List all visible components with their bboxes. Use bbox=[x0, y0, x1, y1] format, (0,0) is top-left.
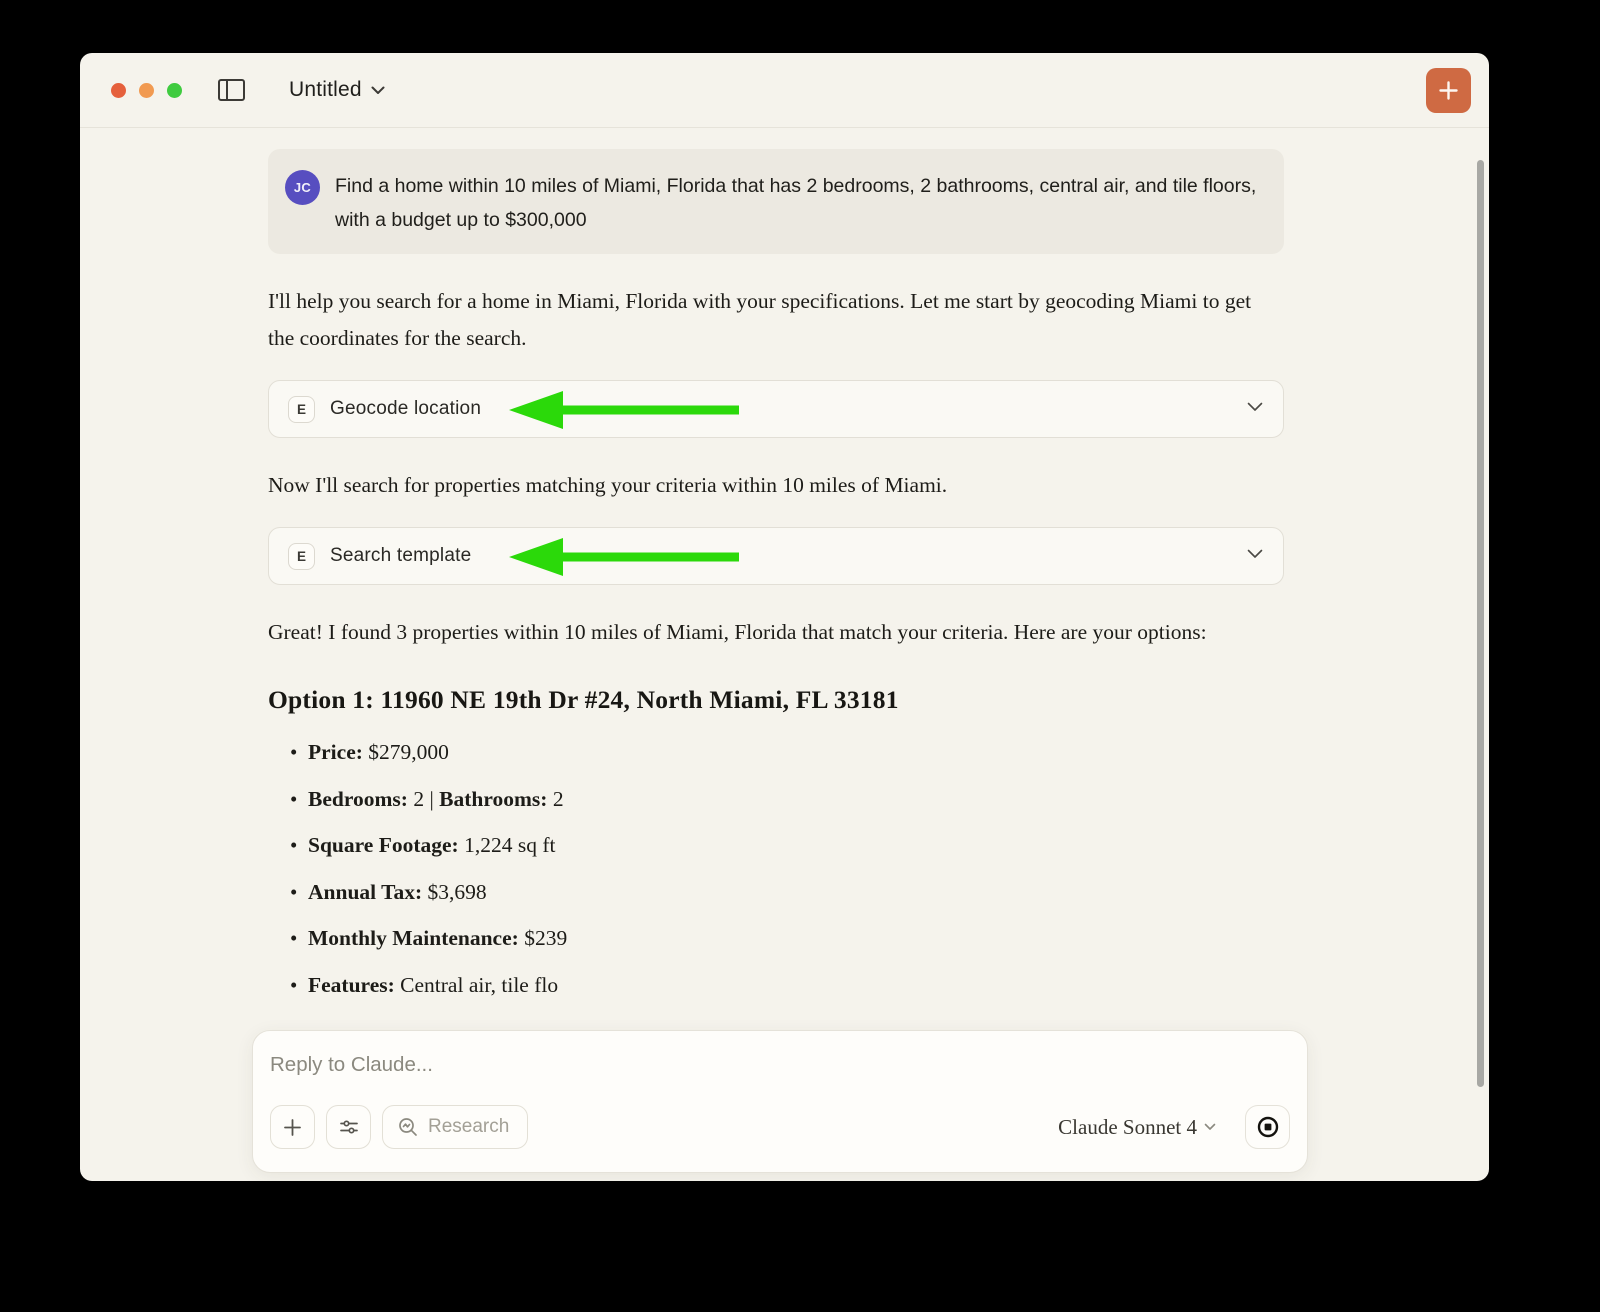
scrollbar-thumb[interactable] bbox=[1477, 160, 1484, 1087]
tool-call-geocode-location[interactable]: E Geocode location bbox=[268, 380, 1284, 438]
chevron-down-icon bbox=[1247, 402, 1263, 411]
list-item: Annual Tax: $3,698 bbox=[268, 881, 1284, 903]
stop-icon bbox=[1257, 1116, 1278, 1138]
list-item: Monthly Maintenance: $239 bbox=[268, 927, 1284, 949]
titlebar: Untitled bbox=[80, 53, 1489, 128]
stop-button[interactable] bbox=[1245, 1105, 1290, 1149]
detail-label: Bathrooms: bbox=[439, 786, 548, 811]
tools-filter-button[interactable] bbox=[326, 1105, 371, 1149]
attach-button[interactable] bbox=[270, 1105, 315, 1149]
detail-label: Monthly Maintenance: bbox=[308, 926, 519, 950]
detail-value: 2 | bbox=[407, 786, 440, 811]
page-title: Untitled bbox=[289, 78, 362, 101]
chat-column: JC Find a home within 10 miles of Miami,… bbox=[268, 128, 1284, 996]
chat-scroll-area[interactable]: JC Find a home within 10 miles of Miami,… bbox=[80, 128, 1489, 1180]
tool-label: Search template bbox=[330, 545, 472, 566]
detail-value: $239 bbox=[518, 926, 568, 950]
chevron-down-icon bbox=[1204, 1123, 1216, 1130]
zoom-button[interactable] bbox=[167, 82, 182, 98]
detail-label: Annual Tax: bbox=[308, 879, 423, 904]
conversation-title-menu[interactable]: Untitled bbox=[289, 78, 385, 102]
plus-icon bbox=[1439, 81, 1458, 100]
close-button[interactable] bbox=[111, 82, 126, 98]
annotation-arrow-1 bbox=[509, 391, 739, 429]
tool-badge-icon: E bbox=[288, 542, 315, 570]
minimize-button[interactable] bbox=[139, 82, 154, 98]
tool-label: Geocode location bbox=[330, 398, 482, 419]
claude-app-window: Untitled JC Find a home within 10 miles … bbox=[80, 53, 1489, 1181]
user-message: JC Find a home within 10 miles of Miami,… bbox=[268, 149, 1284, 254]
traffic-lights bbox=[111, 82, 182, 98]
research-icon bbox=[399, 1118, 417, 1136]
detail-label: Bedrooms: bbox=[308, 786, 408, 811]
list-item: Features: Central air, tile flo bbox=[268, 974, 1284, 996]
detail-value: 2 bbox=[547, 786, 564, 811]
chevron-down-icon bbox=[371, 86, 385, 94]
detail-value: $3,698 bbox=[422, 879, 487, 904]
composer-toolbar: Research Claude Sonnet 4 bbox=[270, 1105, 1290, 1149]
model-label: Claude Sonnet 4 bbox=[1058, 1114, 1197, 1139]
user-message-text: Find a home within 10 miles of Miami, Fl… bbox=[335, 175, 1257, 231]
sliders-icon bbox=[339, 1120, 358, 1134]
assistant-paragraph-2: Now I'll search for properties matching … bbox=[268, 473, 948, 497]
detail-value: Central air, tile flo bbox=[394, 972, 559, 997]
detail-label: Price: bbox=[308, 740, 363, 764]
sidebar-toggle-icon[interactable] bbox=[218, 79, 245, 101]
option-1-heading: Option 1: 11960 NE 19th Dr #24, North Mi… bbox=[268, 685, 899, 714]
research-button[interactable]: Research bbox=[382, 1105, 529, 1149]
reply-composer: Research Claude Sonnet 4 bbox=[252, 1030, 1308, 1173]
tool-call-search-template[interactable]: E Search template bbox=[268, 527, 1284, 585]
detail-value: $279,000 bbox=[362, 740, 449, 764]
new-chat-button[interactable] bbox=[1426, 68, 1471, 113]
assistant-paragraph-3: Great! I found 3 properties within 10 mi… bbox=[268, 620, 1207, 644]
avatar: JC bbox=[285, 170, 320, 205]
list-item: Square Footage: 1,224 sq ft bbox=[268, 834, 1284, 856]
assistant-paragraph-1: I'll help you search for a home in Miami… bbox=[268, 289, 1252, 350]
model-picker[interactable]: Claude Sonnet 4 bbox=[1058, 1115, 1216, 1140]
list-item: Bedrooms: 2 | Bathrooms: 2 bbox=[268, 788, 1284, 810]
annotation-arrow-2 bbox=[509, 538, 739, 576]
option-1-details-list: Price: $279,000 Bedrooms: 2 | Bathrooms: … bbox=[268, 741, 1284, 996]
reply-input[interactable] bbox=[270, 1053, 1290, 1077]
chevron-down-icon bbox=[1247, 549, 1263, 558]
plus-icon bbox=[284, 1118, 301, 1136]
tool-badge-icon: E bbox=[288, 395, 315, 423]
detail-label: Features: bbox=[308, 972, 395, 997]
list-item: Price: $279,000 bbox=[268, 741, 1284, 763]
research-label: Research bbox=[428, 1116, 510, 1137]
detail-label: Square Footage: bbox=[308, 833, 459, 857]
detail-value: 1,224 sq ft bbox=[458, 833, 556, 857]
